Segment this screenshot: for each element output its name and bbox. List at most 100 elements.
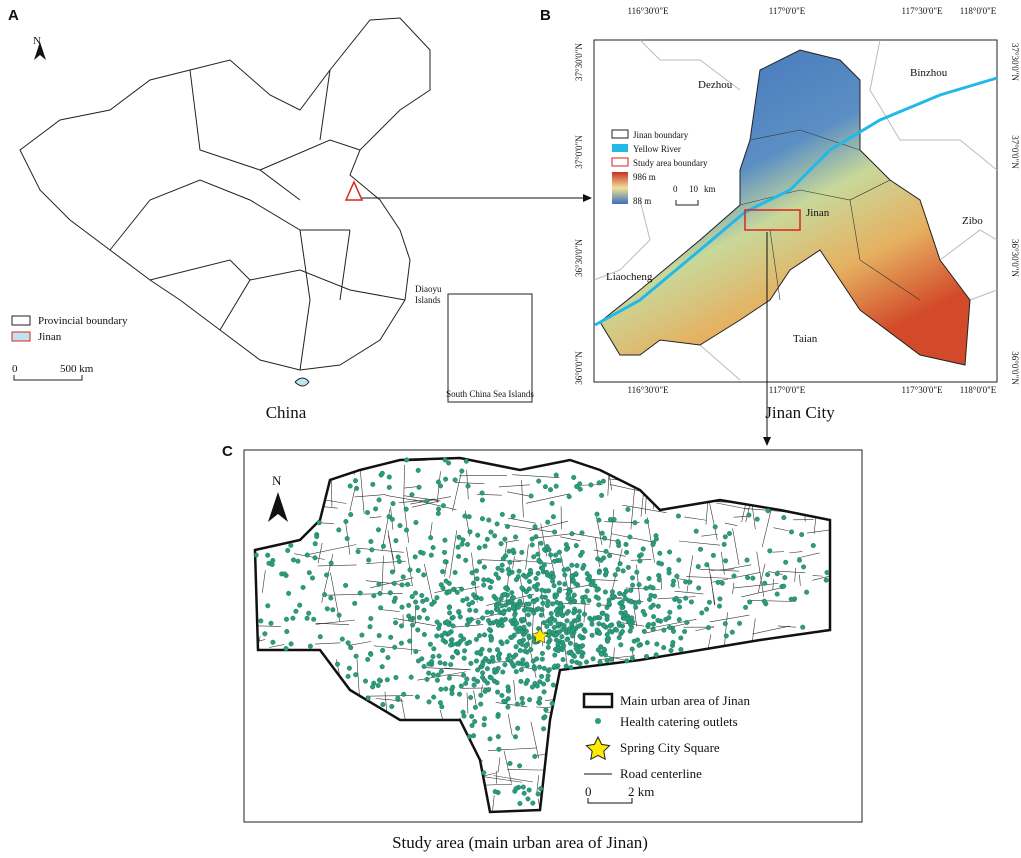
outlet — [436, 653, 442, 659]
outlet — [715, 579, 721, 585]
outlet — [625, 564, 631, 570]
outlet — [410, 622, 416, 628]
outlet — [727, 531, 733, 537]
road — [609, 509, 615, 548]
outlet — [539, 656, 545, 662]
outlet — [463, 680, 469, 686]
outlet — [546, 639, 552, 645]
outlet — [765, 508, 771, 514]
outlet — [569, 651, 575, 657]
outlet — [536, 478, 542, 484]
road — [315, 622, 350, 625]
outlet — [516, 639, 522, 645]
outlet — [602, 535, 608, 541]
road — [674, 590, 704, 595]
outlet — [578, 649, 584, 655]
outlet — [512, 612, 518, 618]
outlet — [420, 550, 426, 556]
outlet — [539, 650, 545, 656]
road — [387, 535, 394, 560]
outlet — [401, 691, 407, 697]
legend-swatch — [611, 157, 629, 167]
outlet — [722, 534, 728, 540]
outlet — [328, 560, 334, 566]
outlet — [550, 601, 556, 607]
scale-label: 2 km — [628, 784, 654, 799]
outlet — [462, 648, 468, 654]
outlet — [638, 552, 644, 558]
outlet — [589, 632, 595, 638]
outlet — [440, 637, 446, 643]
outlet — [395, 695, 401, 701]
outlet — [601, 623, 607, 629]
road — [495, 702, 528, 708]
outlet — [442, 457, 448, 463]
outlet — [421, 632, 427, 638]
outlet — [434, 677, 440, 683]
road — [493, 775, 533, 783]
outlet — [539, 594, 545, 600]
outlet — [596, 602, 602, 608]
outlet — [625, 616, 631, 622]
outlet — [482, 677, 488, 683]
outlet — [262, 631, 268, 637]
outlet — [506, 688, 512, 694]
outlet — [523, 574, 529, 580]
outlet — [457, 691, 463, 697]
outlet — [614, 627, 620, 633]
outlet — [572, 598, 578, 604]
outlet — [465, 483, 471, 489]
outlet — [529, 542, 535, 548]
outlet — [446, 460, 452, 466]
outlet — [283, 646, 289, 652]
outlet — [368, 651, 374, 657]
outlet — [442, 661, 448, 667]
outlet — [335, 661, 341, 667]
outlet — [443, 578, 449, 584]
outlet — [368, 539, 374, 545]
outlet — [461, 655, 467, 661]
outlet — [618, 642, 624, 648]
outlet — [541, 665, 547, 671]
outlet — [463, 557, 469, 563]
outlet — [722, 621, 728, 627]
outlet — [399, 582, 405, 588]
outlet — [566, 494, 572, 500]
outlet — [461, 672, 467, 678]
outlet — [498, 596, 504, 602]
outlet — [644, 640, 650, 646]
outlet — [353, 653, 359, 659]
outlet — [577, 486, 583, 492]
outlet — [671, 628, 677, 634]
legend-label: Jinan — [38, 331, 62, 343]
road — [410, 496, 452, 505]
elevation-label: 88 m — [633, 196, 651, 206]
outlet — [673, 595, 679, 601]
outlet — [615, 566, 621, 572]
outlet — [312, 555, 318, 561]
outlet — [458, 633, 464, 639]
outlet — [421, 664, 427, 670]
outlet — [599, 530, 605, 536]
outlet — [699, 610, 705, 616]
outlet — [419, 593, 425, 599]
outlet — [661, 627, 667, 633]
outlet — [564, 637, 570, 643]
outlet — [502, 536, 508, 542]
outlet — [442, 537, 448, 543]
outlet — [284, 629, 290, 635]
outlet — [511, 595, 517, 601]
outlet — [746, 512, 752, 518]
legend-label: Study area boundary — [633, 158, 708, 168]
outlet — [513, 644, 519, 650]
outlet — [499, 567, 505, 573]
outlet — [563, 663, 569, 669]
outlet — [698, 546, 704, 552]
outlet — [549, 570, 555, 576]
outlet — [480, 670, 486, 676]
outlet — [646, 576, 652, 582]
road — [789, 551, 803, 554]
outlet — [424, 676, 430, 682]
outlet — [666, 566, 672, 572]
outlet — [386, 484, 392, 490]
